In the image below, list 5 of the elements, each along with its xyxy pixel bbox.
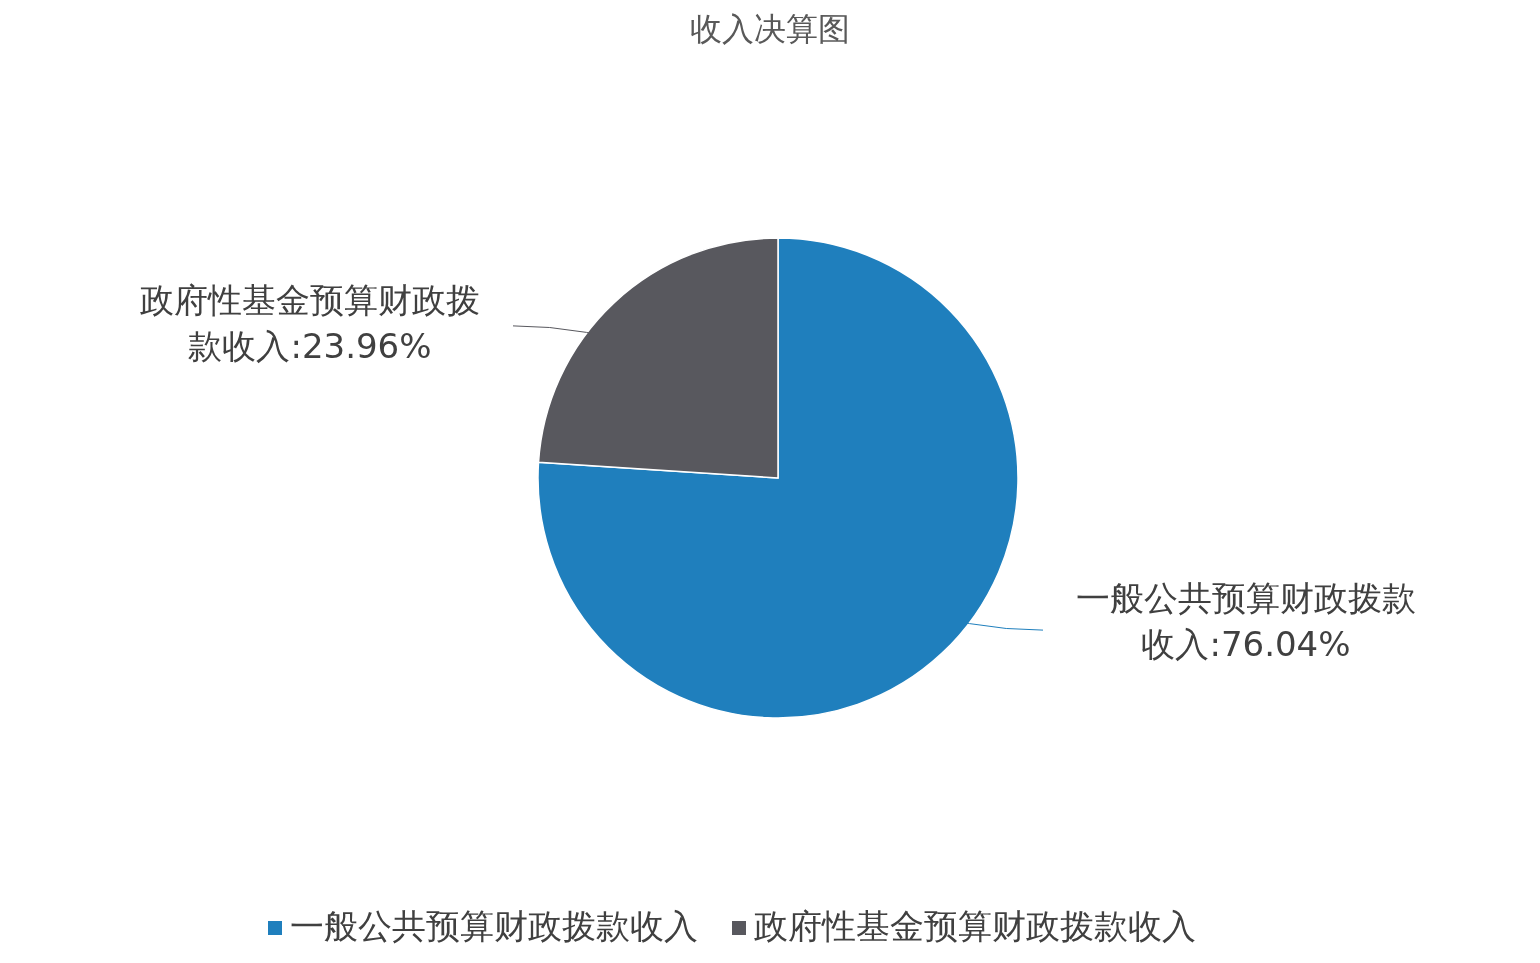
legend-label: 一般公共预算财政拨款收入 bbox=[290, 906, 698, 946]
legend-label: 政府性基金预算财政拨款收入 bbox=[754, 906, 1196, 946]
data-label: 政府性基金预算财政拨款收入:23.96% bbox=[140, 279, 480, 366]
data-label: 一般公共预算财政拨款收入:76.04% bbox=[1076, 578, 1416, 665]
chart-title: 收入决算图 bbox=[690, 10, 850, 48]
